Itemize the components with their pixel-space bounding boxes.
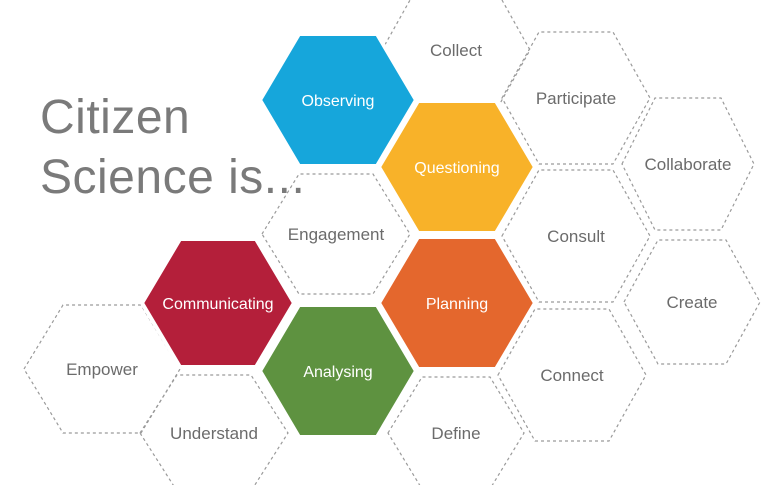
hex-empower-shape: [23, 304, 181, 434]
hex-consult: Consult: [501, 169, 651, 303]
hex-planning-label: Planning: [426, 296, 488, 313]
hex-questioning-shape: [377, 99, 537, 235]
hex-define-shape: [387, 376, 525, 485]
hex-collaborate-shape: [621, 97, 755, 231]
hex-observing-shape: [258, 32, 418, 168]
hex-participate-label: Participate: [536, 89, 616, 108]
hex-define: Define: [387, 376, 525, 485]
headline-line-1: Citizen: [40, 91, 191, 144]
hex-connect-label: Connect: [540, 366, 604, 385]
headline: Citizen Science is...: [40, 88, 305, 208]
hex-questioning-label: Questioning: [414, 160, 499, 177]
hex-participate: Participate: [501, 31, 651, 165]
hex-observing: Observing: [258, 32, 418, 168]
hex-communicating: Communicating: [140, 237, 296, 369]
hex-collaborate: Collaborate: [621, 97, 755, 231]
hex-create-shape: [623, 239, 761, 365]
hex-consult-shape: [501, 169, 651, 303]
hex-engagement-label: Engagement: [288, 225, 385, 244]
hex-analysing-shape: [258, 303, 418, 439]
hex-collect-label: Collect: [430, 41, 482, 60]
hex-understand: Understand: [139, 374, 289, 485]
hex-empower-label: Empower: [66, 360, 138, 379]
hex-communicating-shape: [140, 237, 296, 369]
hex-connect-shape: [497, 308, 647, 442]
hex-observing-label: Observing: [302, 93, 375, 110]
hex-communicating-label: Communicating: [162, 296, 273, 313]
hex-planning: Planning: [377, 235, 537, 371]
hex-understand-label: Understand: [170, 424, 258, 443]
hex-planning-shape: [377, 235, 537, 371]
hex-analysing: Analysing: [258, 303, 418, 439]
hex-analysing-label: Analysing: [303, 364, 372, 381]
hex-connect: Connect: [497, 308, 647, 442]
hex-consult-label: Consult: [547, 227, 605, 246]
hex-participate-shape: [501, 31, 651, 165]
hex-collaborate-label: Collaborate: [645, 155, 732, 174]
hex-questioning: Questioning: [377, 99, 537, 235]
hex-define-label: Define: [431, 424, 480, 443]
hex-engagement: Engagement: [261, 173, 411, 295]
hex-create-label: Create: [666, 293, 717, 312]
hex-empower: Empower: [23, 304, 181, 434]
headline-line-2: Science is...: [40, 151, 306, 204]
hex-create: Create: [623, 239, 761, 365]
